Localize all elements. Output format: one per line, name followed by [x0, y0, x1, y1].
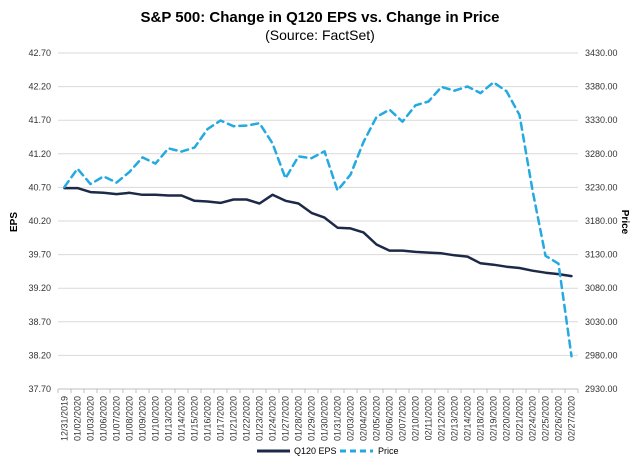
x-tick-label: 01/02/2020 — [73, 396, 83, 441]
x-tick-label: 01/22/2020 — [242, 396, 252, 441]
right-tick-label: 2980.00 — [585, 350, 618, 360]
right-tick-label: 2930.00 — [585, 384, 618, 394]
right-tick-label: 3130.00 — [585, 250, 618, 260]
chart-title: S&P 500: Change in Q120 EPS vs. Change i… — [140, 9, 499, 26]
chart-subtitle: (Source: FactSet) — [265, 27, 375, 43]
x-tick-label: 01/21/2020 — [229, 396, 239, 441]
x-tick-label: 02/25/2020 — [541, 396, 551, 441]
x-tick-label: 01/15/2020 — [190, 396, 200, 441]
x-tick-label: 01/08/2020 — [125, 396, 135, 441]
legend: Q120 EPS Price — [257, 446, 399, 456]
x-tick-label: 02/13/2020 — [450, 396, 460, 441]
left-axis-title: EPS — [9, 212, 20, 232]
x-tick-label: 01/29/2020 — [307, 396, 317, 441]
x-tick-label: 02/24/2020 — [528, 396, 538, 441]
x-tick-label: 02/27/2020 — [567, 396, 577, 441]
x-tick-label: 01/24/2020 — [268, 396, 278, 441]
x-tick-label: 01/28/2020 — [294, 396, 304, 441]
x-tick-label: 02/11/2020 — [424, 396, 434, 440]
x-tick-label: 01/03/2020 — [86, 396, 96, 441]
series-line-price — [63, 81, 573, 358]
x-tick-label: 01/14/2020 — [177, 396, 187, 441]
right-tick-label: 3330.00 — [585, 115, 618, 125]
right-tick-label: 3080.00 — [585, 283, 618, 293]
left-tick-label: 42.70 — [28, 48, 51, 58]
left-tick-label: 41.20 — [28, 149, 51, 159]
left-tick-label: 42.20 — [28, 82, 51, 92]
left-tick-label: 39.70 — [28, 250, 51, 260]
x-tick-label: 01/27/2020 — [281, 396, 291, 441]
right-tick-label: 3430.00 — [585, 48, 618, 58]
x-tick-label: 01/30/2020 — [320, 396, 330, 441]
legend-label-eps: Q120 EPS — [294, 446, 337, 456]
left-tick-label: 41.70 — [28, 115, 51, 125]
gridlines — [58, 52, 578, 390]
series-lines — [63, 81, 573, 358]
right-tick-label: 3280.00 — [585, 149, 618, 159]
x-tick-label: 02/14/2020 — [463, 396, 473, 441]
x-tick-label: 02/10/2020 — [411, 396, 421, 441]
x-tick-label: 02/12/2020 — [437, 396, 447, 441]
left-tick-label: 40.20 — [28, 216, 51, 226]
x-tick-label: 01/09/2020 — [138, 396, 148, 441]
left-tick-label: 37.70 — [28, 384, 51, 394]
x-tick-label: 02/04/2020 — [359, 396, 369, 441]
x-tick-label: 02/21/2020 — [515, 396, 525, 441]
left-axis-ticks: 42.70 42.20 41.70 41.20 40.70 40.20 39.70 39.20… — [28, 48, 51, 394]
x-tick-label: 02/18/2020 — [476, 396, 486, 441]
x-tick-label: 01/06/2020 — [99, 396, 109, 441]
x-tick-label: 02/05/2020 — [372, 396, 382, 441]
left-tick-label: 38.70 — [28, 317, 51, 327]
x-tick-label: 01/23/2020 — [255, 396, 265, 441]
left-tick-label: 40.70 — [28, 182, 51, 192]
x-tick-label: 02/06/2020 — [385, 396, 395, 441]
x-tick-label: 12/31/2019 — [60, 396, 70, 441]
right-tick-label: 3030.00 — [585, 317, 618, 327]
x-tick-label: 02/03/2020 — [346, 396, 356, 441]
x-tick-label: 01/10/2020 — [151, 396, 161, 441]
legend-label-price: Price — [378, 446, 399, 456]
x-tick-label: 01/07/2020 — [112, 396, 122, 441]
x-tick-label: 02/20/2020 — [502, 396, 512, 441]
x-tick-label: 01/31/2020 — [333, 396, 343, 441]
right-tick-label: 3230.00 — [585, 182, 618, 192]
x-tick-label: 02/26/2020 — [554, 396, 564, 441]
right-tick-label: 3180.00 — [585, 216, 618, 226]
left-tick-label: 39.20 — [28, 283, 51, 293]
x-tick-label: 01/17/2020 — [216, 396, 226, 441]
right-axis-title: Price — [619, 210, 630, 235]
left-tick-label: 38.20 — [28, 350, 51, 360]
right-axis-ticks: 3430.00 3380.00 3330.00 3280.00 3230.00 3180.… — [585, 48, 618, 394]
right-tick-label: 3380.00 — [585, 82, 618, 92]
x-tick-label: 02/19/2020 — [489, 396, 499, 441]
x-tick-label: 01/13/2020 — [164, 396, 174, 441]
x-axis-ticks: 12/31/2019 01/02/2020 01/03/2020 01/06/2020… — [57, 389, 579, 441]
series-line-eps — [63, 186, 573, 278]
x-tick-label: 02/07/2020 — [398, 396, 408, 441]
x-tick-label: 01/16/2020 — [203, 396, 213, 441]
